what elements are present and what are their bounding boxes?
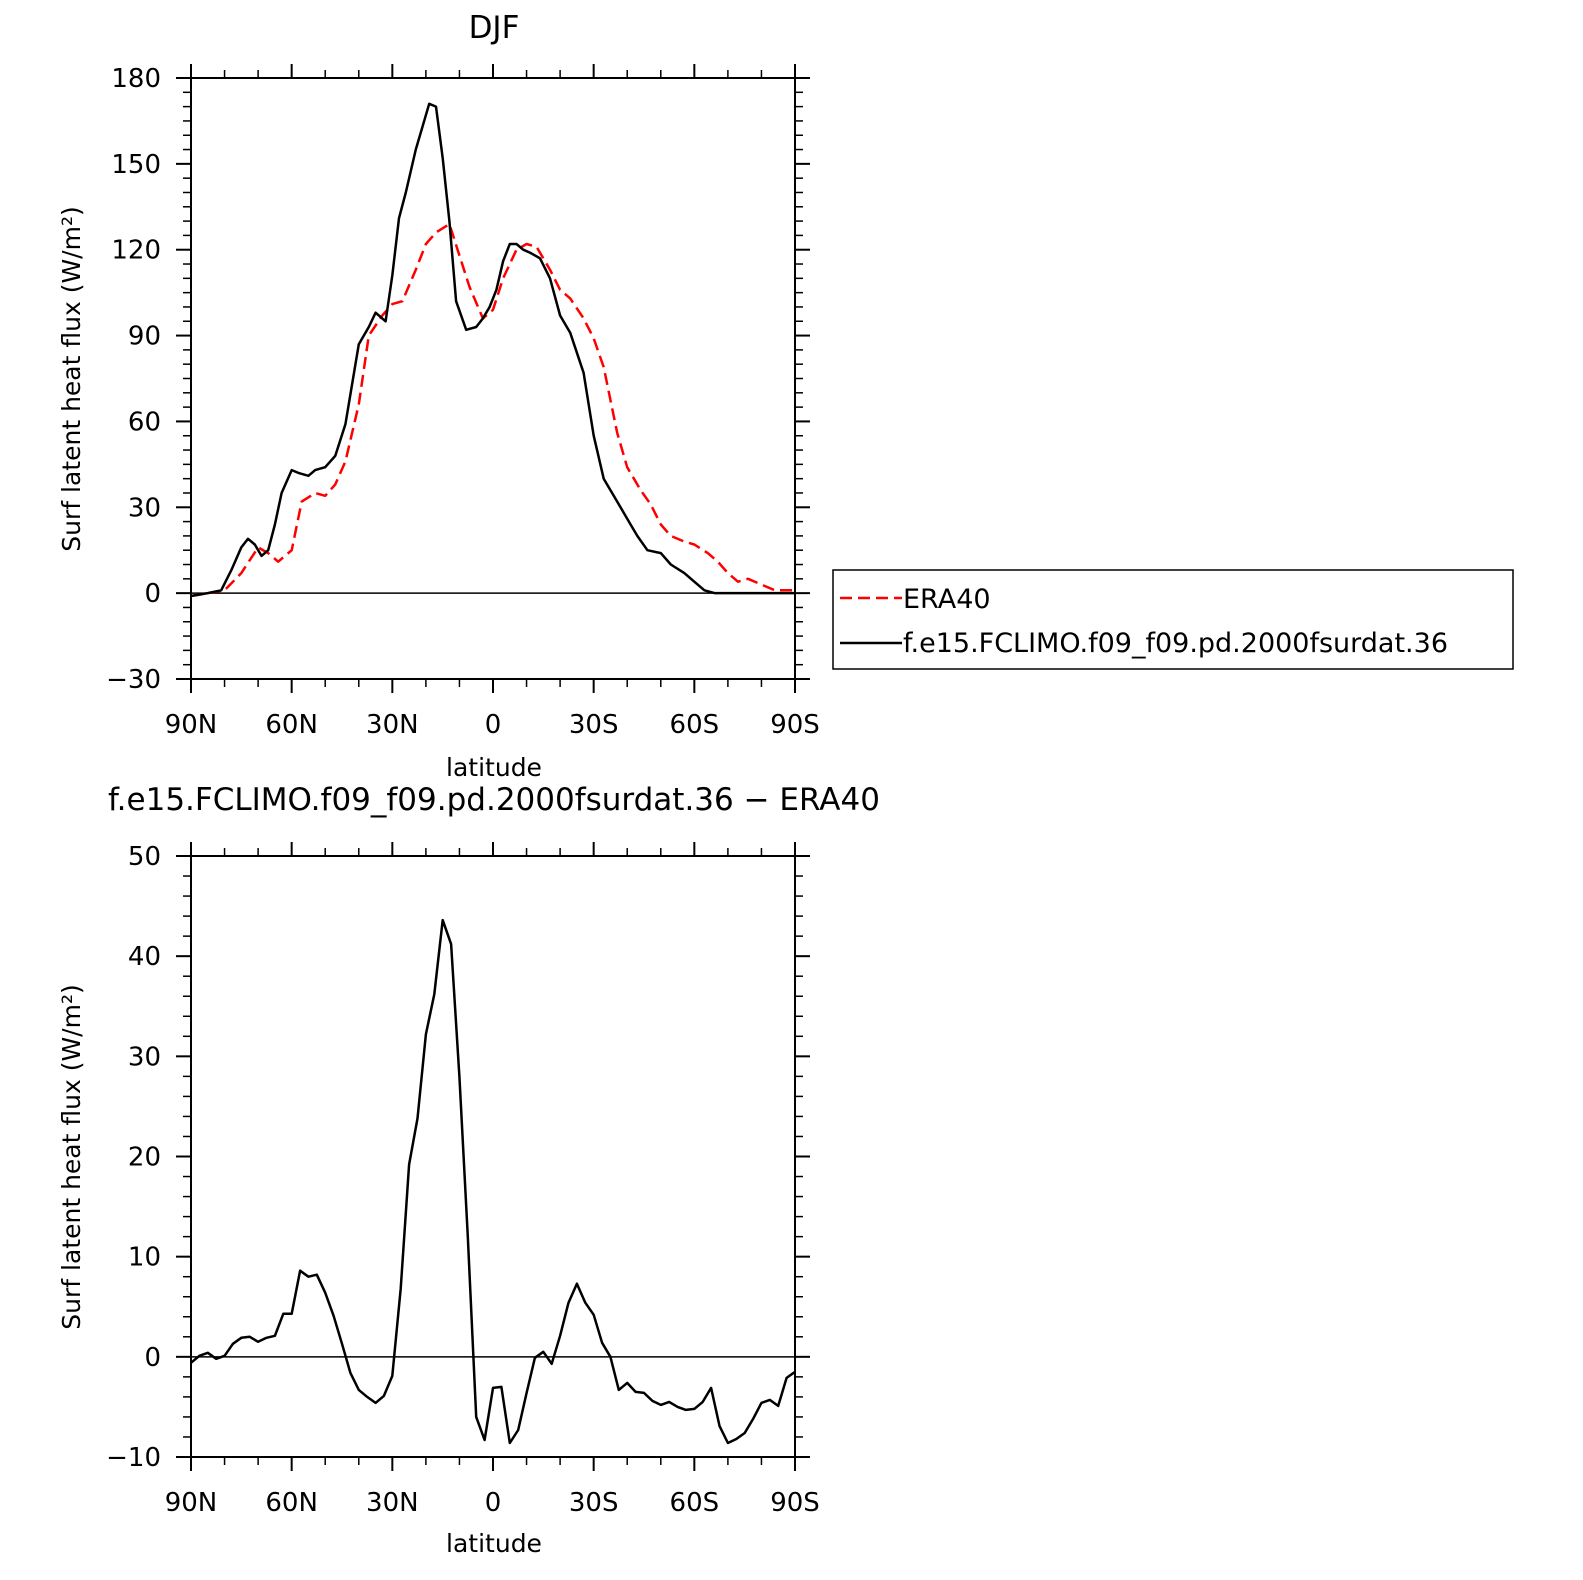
y-tick-label: 90 — [128, 322, 161, 352]
series-line-difference — [190, 918, 796, 1445]
y-tick-label: 30 — [128, 1042, 161, 1072]
x-tick-label: 0 — [485, 710, 502, 740]
y-tick-label: 30 — [128, 493, 161, 523]
legend-label-model: f.e15.FCLIMO.f09_f09.pd.2000fsurdat.36 — [903, 628, 1448, 659]
x-tick-label: 30N — [366, 710, 419, 740]
top-chart-panel: DJF latitude Surf latent heat flux (W/m²… — [57, 10, 820, 782]
series-line-f-e15-fclimo-f09-f09-pd-2000fsurdat-36 — [190, 102, 795, 598]
y-tick-label: 0 — [144, 1343, 161, 1373]
x-axis-label: latitude — [446, 753, 542, 782]
y-axis-label: Surf latent heat flux (W/m²) — [57, 206, 86, 551]
y-tick-label: −30 — [106, 665, 161, 695]
x-tick-label: 0 — [485, 1488, 502, 1518]
x-tick-label: 30S — [569, 1488, 619, 1518]
series-line-era40 — [190, 222, 795, 598]
x-tick-label: 90S — [770, 710, 820, 740]
x-tick-label: 60N — [265, 710, 318, 740]
y-tick-label: 150 — [111, 150, 161, 180]
plot-frame — [190, 855, 796, 1458]
x-tick-label: 60S — [670, 1488, 720, 1518]
y-tick-label: 40 — [128, 942, 161, 972]
x-tick-label: 30N — [366, 1488, 419, 1518]
x-tick-label: 60N — [265, 1488, 318, 1518]
x-tick-label: 90S — [770, 1488, 820, 1518]
y-tick-label: 120 — [111, 236, 161, 266]
x-tick-label: 30S — [569, 710, 619, 740]
y-axis-label: Surf latent heat flux (W/m²) — [57, 984, 86, 1329]
x-tick-label: 60S — [670, 710, 720, 740]
chart-title: f.e15.FCLIMO.f09_f09.pd.2000fsurdat.36 −… — [108, 782, 880, 818]
legend: ERA40 f.e15.FCLIMO.f09_f09.pd.2000fsurda… — [832, 569, 1514, 670]
x-tick-label: 90N — [165, 1488, 218, 1518]
legend-box — [832, 569, 1514, 670]
bottom-chart-panel: f.e15.FCLIMO.f09_f09.pd.2000fsurdat.36 −… — [57, 782, 880, 1558]
x-tick-label: 90N — [165, 710, 218, 740]
x-axis-label: latitude — [446, 1529, 542, 1558]
y-tick-label: 60 — [128, 407, 161, 437]
y-tick-label: 20 — [128, 1143, 161, 1173]
y-tick-label: 0 — [144, 579, 161, 609]
chart-title: DJF — [469, 10, 520, 46]
y-tick-label: 10 — [128, 1243, 161, 1273]
y-tick-label: −10 — [106, 1443, 161, 1473]
legend-label-era40: ERA40 — [903, 584, 991, 615]
y-tick-label: 180 — [111, 64, 161, 94]
y-tick-label: 50 — [128, 842, 161, 872]
